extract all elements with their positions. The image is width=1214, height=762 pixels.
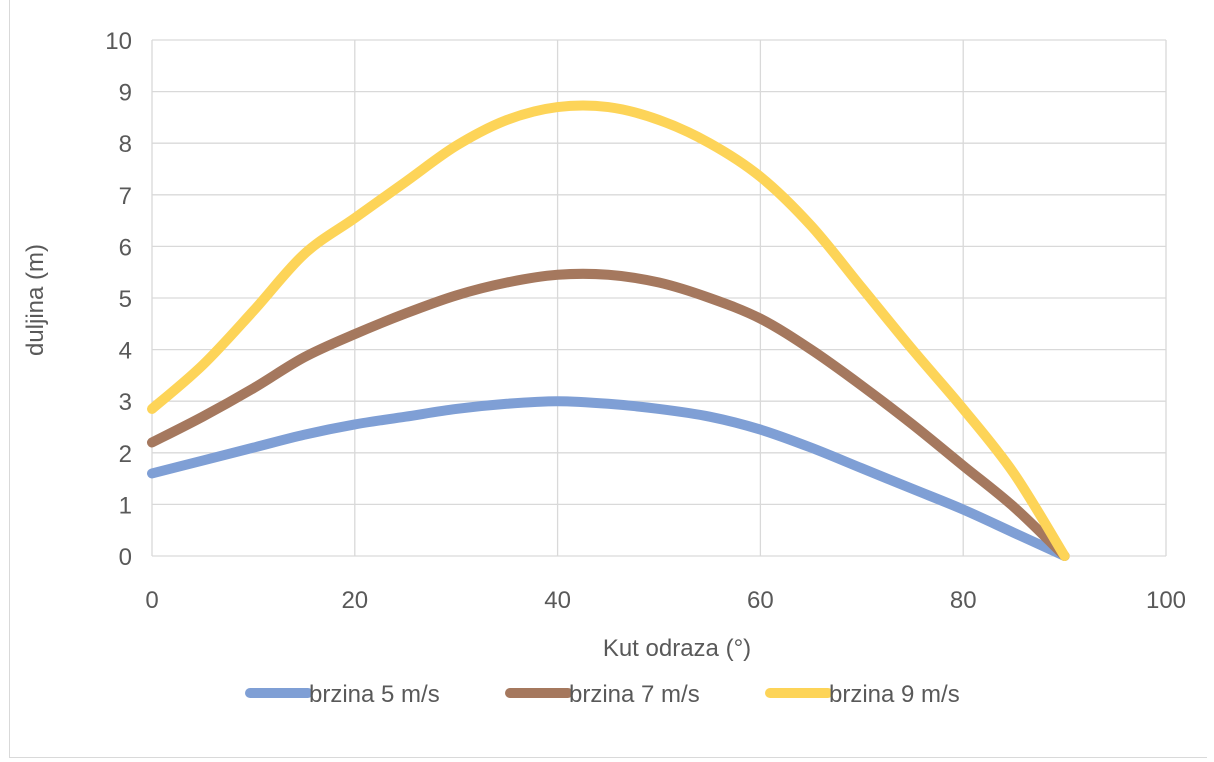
series-line-1 [147,396,1070,561]
y-axis-ticks: 0 1 2 3 4 5 6 7 8 9 10 [105,28,132,571]
series-line-2 [147,268,1070,561]
y-tick-label: 5 [119,286,132,313]
legend-label-3: brzina 9 m/s [829,681,960,708]
x-tick-label: 20 [341,587,368,614]
legend: brzina 5 m/s brzina 7 m/s brzina 9 m/s [245,681,960,708]
x-tick-label: 80 [950,587,977,614]
x-axis-ticks: 0 20 40 60 80 100 [145,587,1186,614]
y-tick-label: 7 [119,183,132,210]
x-tick-label: 0 [145,587,158,614]
y-tick-label: 3 [119,389,132,416]
legend-label-1: brzina 5 m/s [309,681,440,708]
y-tick-label: 4 [119,338,132,365]
y-tick-label: 8 [119,131,132,158]
legend-label-2: brzina 7 m/s [569,681,700,708]
x-axis-title: Kut odraza (°) [603,635,751,662]
y-tick-label: 1 [119,492,132,519]
x-tick-label: 40 [544,587,571,614]
y-tick-label: 0 [119,544,132,571]
y-tick-label: 2 [119,441,132,468]
y-tick-label: 9 [119,80,132,107]
series-lines [147,100,1070,561]
chart-frame [9,0,1207,758]
x-tick-label: 60 [747,587,774,614]
y-tick-label: 6 [119,234,132,261]
series-line-3 [147,100,1070,561]
y-axis-title: duljina (m) [22,244,49,356]
x-tick-label: 100 [1146,587,1186,614]
y-tick-label: 10 [105,28,132,55]
